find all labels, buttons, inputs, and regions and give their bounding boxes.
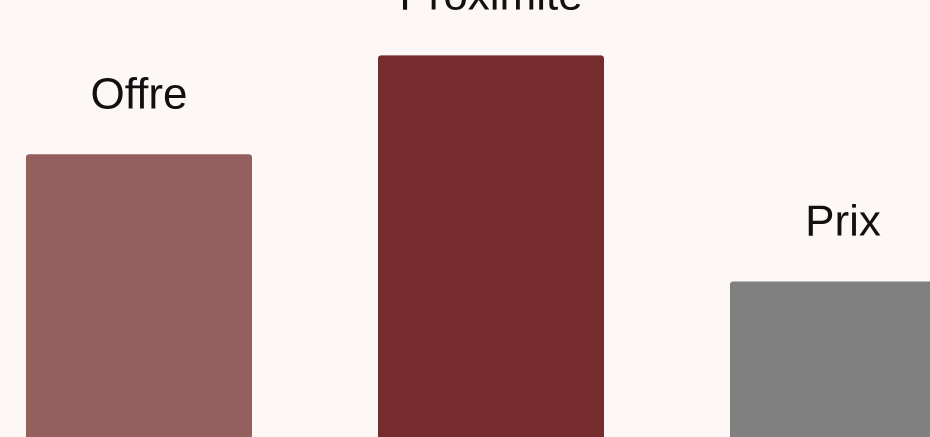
- bar-proximite: [378, 55, 604, 437]
- bar-label-proximite: Proximité: [399, 0, 582, 19]
- bar-prix: [730, 281, 930, 437]
- bars-layer: [26, 55, 930, 437]
- bar-label-offre: Offre: [90, 69, 187, 118]
- labels-layer: Offre Proximité Prix: [90, 0, 880, 246]
- bar-label-prix: Prix: [805, 197, 881, 246]
- bar-offre: [26, 154, 252, 437]
